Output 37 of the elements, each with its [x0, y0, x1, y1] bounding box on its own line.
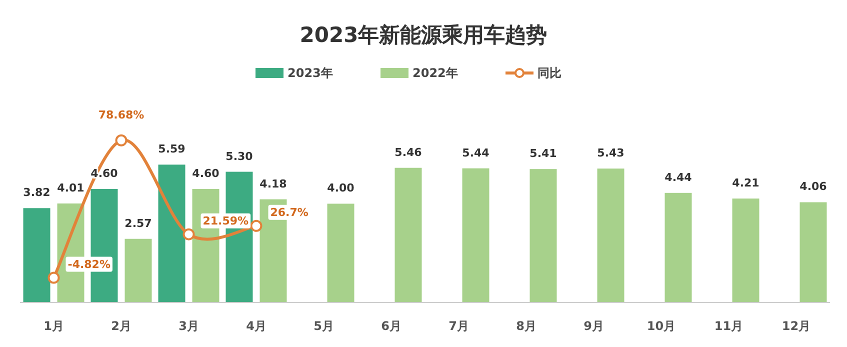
data-label: 4.44 [664, 170, 692, 184]
data-label: 26.7% [270, 206, 308, 219]
bar [597, 168, 624, 302]
data-label: 5.41 [530, 147, 557, 160]
x-tick-label: 9月 [584, 319, 604, 333]
bar [23, 208, 50, 302]
data-label: 5.43 [597, 146, 624, 160]
data-label: 4.18 [260, 177, 287, 190]
bar [800, 202, 827, 302]
legend-label: 同比 [538, 66, 562, 80]
data-label: 78.68% [98, 108, 144, 122]
data-label: 5.46 [394, 146, 422, 159]
legend-label: 2023年 [288, 66, 333, 80]
bar [530, 169, 557, 302]
data-label: 3.82 [23, 186, 50, 200]
x-tick-label: 6月 [381, 319, 402, 333]
data-label: 4.00 [327, 182, 355, 195]
x-tick-label: 5月 [314, 319, 334, 333]
bar [732, 198, 760, 302]
bar [664, 192, 692, 302]
data-label: 5.44 [462, 146, 490, 160]
x-tick-label: 8月 [516, 319, 536, 333]
bar [462, 168, 490, 302]
bar [327, 204, 354, 302]
x-tick-label: 4月 [246, 319, 266, 333]
x-tick-label: 2月 [111, 319, 132, 333]
legend-label: 2022年 [412, 66, 458, 80]
data-label: 4.06 [800, 180, 828, 194]
chart-title: 2023年新能源乘用车趋势 [300, 23, 548, 47]
x-tick-label: 7月 [448, 319, 469, 333]
x-tick-label: 1月 [44, 319, 64, 333]
x-tick-label: 11月 [714, 319, 744, 333]
x-tick-label: 12月 [782, 319, 811, 333]
bar [394, 168, 422, 302]
data-label: 4.21 [732, 176, 760, 190]
x-tick-label: 10月 [646, 319, 676, 333]
x-tick-label: 3月 [178, 319, 199, 333]
